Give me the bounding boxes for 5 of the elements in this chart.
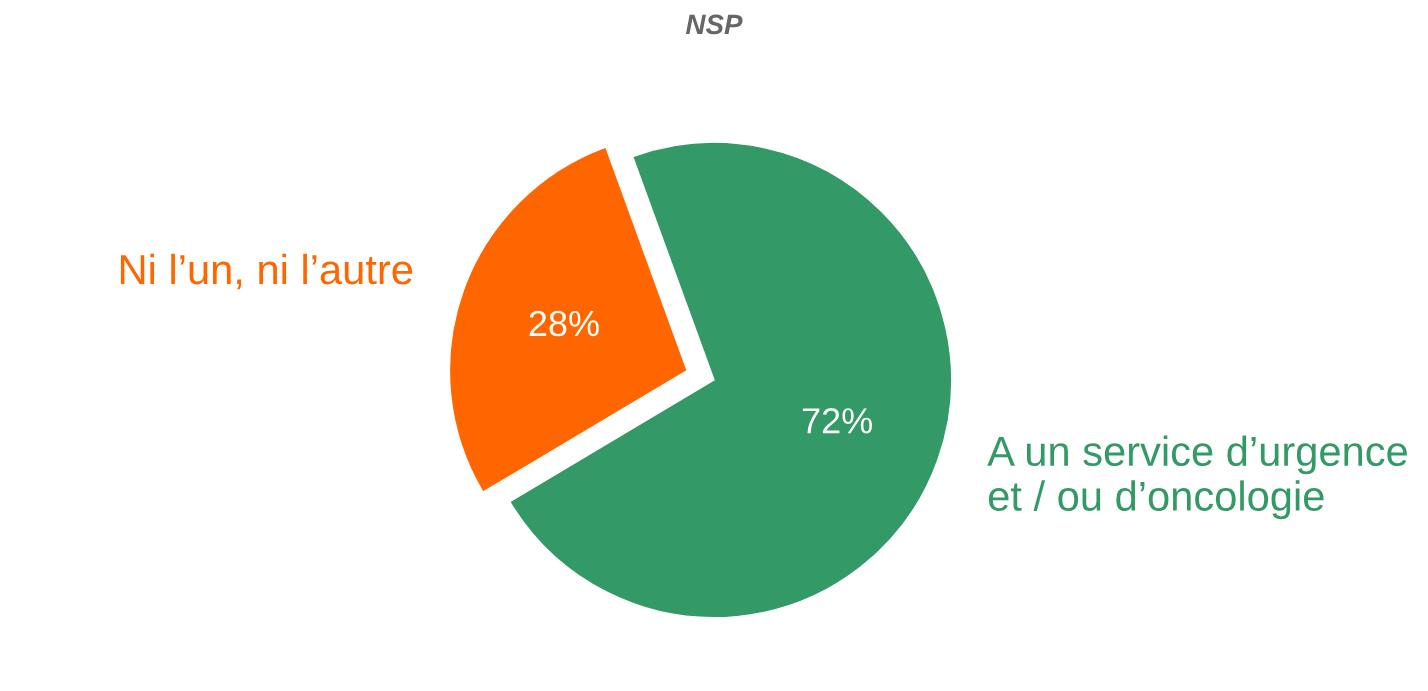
slice-label: Ni l’un, ni l’autre bbox=[120, 253, 413, 290]
data-label: 28% bbox=[529, 310, 599, 337]
data-label: 72% bbox=[802, 408, 873, 434]
slice-label: A un service d’urgence et / ou d’oncologie bbox=[987, 435, 1407, 520]
chart-title: NSP bbox=[685, 14, 743, 35]
